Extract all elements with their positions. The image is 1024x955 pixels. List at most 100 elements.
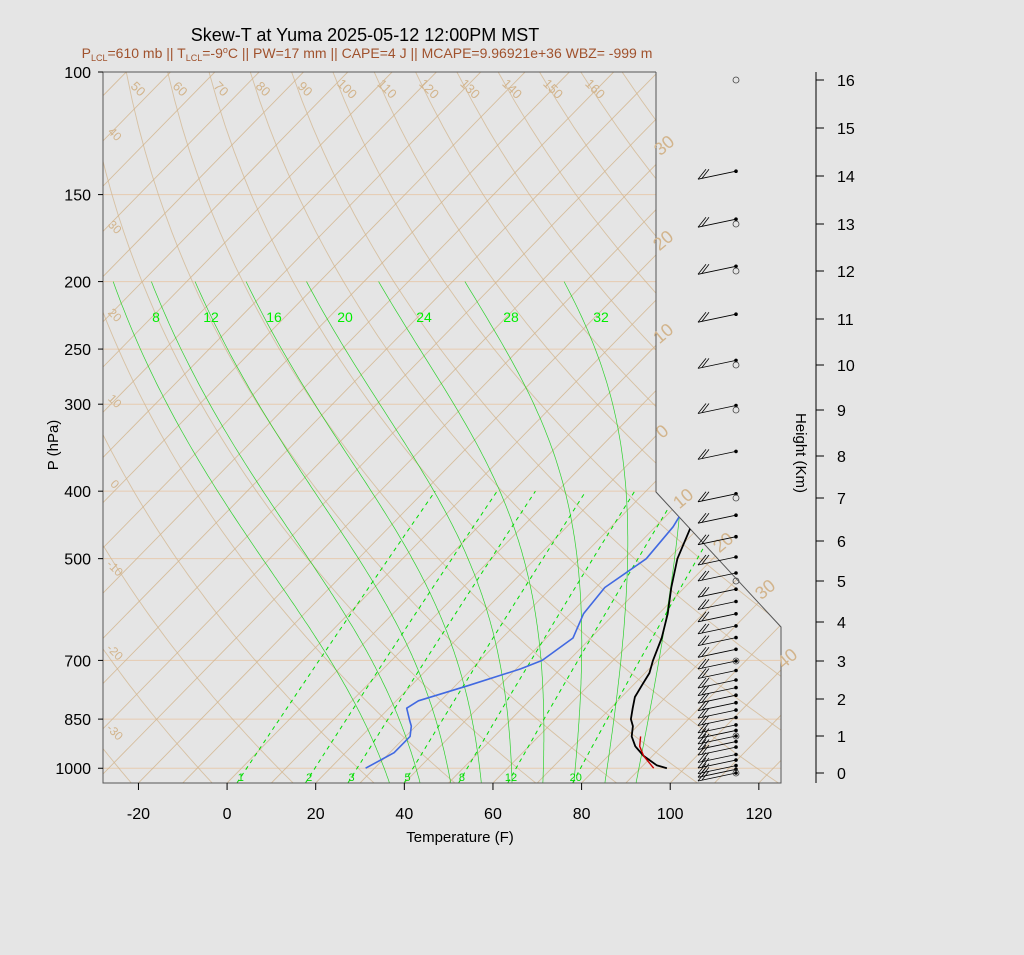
isotherm-label-right: 0 [652, 421, 673, 443]
isotherm-line [0, 72, 569, 783]
isotherm-label-left: 20 [105, 305, 125, 325]
moist-adiabat-line [379, 282, 544, 783]
height-axis-title: Height (Km) [792, 413, 809, 493]
dry-adiabat-line [333, 72, 1021, 783]
wind-barb-dot [734, 758, 738, 762]
moist-adiabat-lines [113, 282, 684, 783]
y-tick-label: 400 [64, 484, 91, 501]
mixing-ratio-label: 3 [348, 772, 354, 784]
height-tick-label: 1 [837, 729, 846, 746]
isotherm-label: 90 [295, 78, 316, 99]
wind-barb-dot [734, 571, 738, 575]
isotherm-label: 140 [499, 76, 525, 102]
isobar-lines [103, 72, 781, 768]
isotherm-line [715, 72, 1024, 783]
wind-barbs [698, 72, 739, 781]
theta-e-label: 28 [503, 309, 519, 325]
wind-barb-dot [734, 678, 738, 682]
height-tick-label: 12 [837, 264, 855, 281]
wind-barb-dot [734, 555, 738, 559]
isotherm-label-left: 0 [108, 477, 123, 492]
mixing-ratio-line [573, 491, 737, 783]
x-tick-label: 100 [657, 806, 684, 823]
mixing-ratio-line [305, 491, 497, 783]
wind-barb-dot [734, 169, 738, 173]
wind-barb-dot [734, 764, 738, 768]
wind-barb-dot [734, 734, 738, 738]
dry-adiabat-line [870, 72, 1024, 783]
height-tick-label: 9 [837, 403, 846, 420]
chart-title: Skew-T at Yuma 2025-05-12 12:00PM MST [191, 25, 540, 45]
mixing-ratio-label: 2 [306, 772, 312, 784]
dry-adiabat-lines [0, 72, 1024, 783]
wind-barb-dot [734, 636, 738, 640]
isotherm-line [360, 72, 1024, 783]
dry-adiabat-line [0, 72, 293, 783]
height-tick-label: 16 [837, 73, 855, 90]
height-tick-label: 13 [837, 217, 855, 234]
wind-barb-dot [734, 659, 738, 663]
isotherm-label: 100 [334, 76, 360, 102]
isotherm-line [847, 72, 1024, 783]
mixing-ratio-label: 8 [459, 772, 465, 784]
wind-barb-dot [734, 745, 738, 749]
isotherm-label-left: 40 [105, 124, 125, 144]
wind-barb-dot [734, 753, 738, 757]
x-tick-label: 0 [223, 806, 232, 823]
height-tick-label: 5 [837, 574, 846, 591]
height-tick-label: 11 [837, 312, 854, 329]
isotherm-label: 80 [253, 78, 274, 99]
isotherm-line [0, 72, 481, 783]
height-tick-label: 3 [837, 654, 846, 671]
isotherm-label-right: 20 [649, 226, 677, 254]
wind-barb-dot [734, 612, 738, 616]
wind-barb-dot [734, 693, 738, 697]
height-tick-label: 6 [837, 534, 846, 551]
y-tick-label: 1000 [55, 761, 91, 778]
dry-adiabat-line [44, 72, 455, 783]
wind-barb-dot [734, 686, 738, 690]
dry-adiabat-line [498, 72, 1024, 783]
dry-adiabat-line [622, 72, 1024, 783]
isotherm-line [0, 72, 259, 783]
x-tick-label: 60 [484, 806, 502, 823]
y-tick-label: 250 [64, 342, 91, 359]
y-tick-label: 700 [64, 653, 91, 670]
wind-barb-dot [734, 708, 738, 712]
isotherm-label-right: 10 [669, 484, 697, 512]
height-tick-label: 14 [837, 169, 855, 186]
isotherm-line [0, 72, 82, 783]
height-tick-label: 2 [837, 692, 846, 709]
isotherm-label: 60 [170, 78, 191, 99]
dry-adiabat-line [85, 72, 536, 783]
mixing-ratio-label: 20 [570, 772, 582, 784]
wind-barb-dot [734, 701, 738, 705]
moist-adiabat-line [636, 282, 684, 783]
dry-adiabat-line [746, 72, 1024, 783]
isotherm-line [493, 72, 1024, 783]
height-tick-label: 4 [837, 615, 846, 632]
isotherm-label-right: 40 [773, 644, 801, 672]
x-tick-label: 120 [745, 806, 772, 823]
dry-adiabat-line [416, 72, 1024, 783]
y-tick-label: 300 [64, 397, 91, 414]
height-tick-label: 15 [837, 121, 855, 138]
isotherm-label-right: 10 [649, 319, 677, 347]
isotherm-label-left: 30 [105, 217, 125, 237]
height-tick-label: 0 [837, 766, 846, 783]
y-tick-label: 850 [64, 712, 91, 729]
isotherm-line [0, 72, 171, 783]
isotherm-line [892, 72, 1024, 783]
isotherm-label: 120 [416, 76, 442, 102]
isotherm-line [936, 72, 1024, 783]
temperature-line [631, 72, 1024, 768]
dry-adiabat-line [829, 72, 1024, 783]
isotherm-label-left: 10 [105, 391, 125, 411]
height-tick-label: 8 [837, 449, 846, 466]
y-tick-label: 200 [64, 275, 91, 292]
wind-barb-dot [734, 729, 738, 733]
dry-adiabat-line [126, 72, 616, 783]
